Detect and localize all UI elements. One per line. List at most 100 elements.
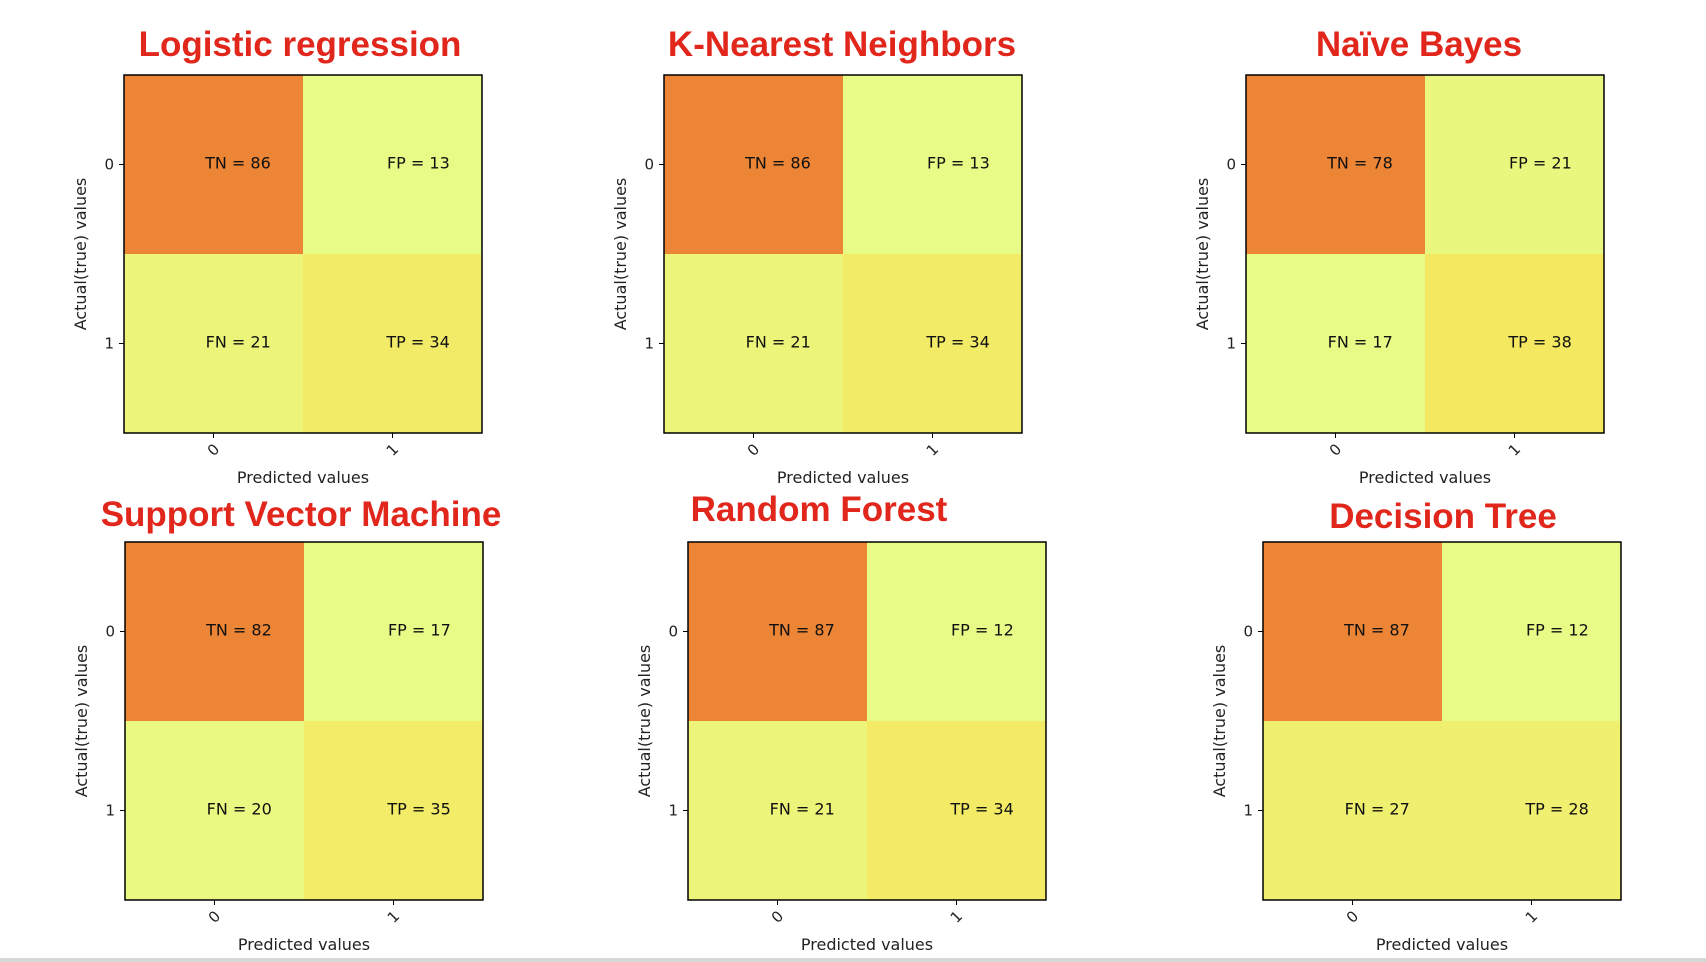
- matrix-cell: [664, 75, 843, 254]
- chart-title: Decision Tree: [1329, 497, 1557, 536]
- y-tick-label: 0: [1243, 623, 1253, 641]
- matrix-cell: [1263, 542, 1442, 721]
- matrix-cell: [1246, 75, 1425, 254]
- x-axis-label: Predicted values: [1359, 468, 1491, 487]
- x-tick-label: 0: [1343, 907, 1362, 926]
- chart-title: Naïve Bayes: [1316, 25, 1522, 64]
- y-axis-label: Actual(true) values: [611, 178, 630, 331]
- x-axis-label: Predicted values: [801, 935, 933, 954]
- matrix-cell: [303, 75, 482, 254]
- x-tick-label: 0: [1326, 440, 1345, 459]
- y-axis-label: Actual(true) values: [635, 645, 654, 798]
- x-axis-label: Predicted values: [777, 468, 909, 487]
- matrix-cell: [1425, 254, 1604, 433]
- y-tick-label: 0: [644, 156, 654, 174]
- cell-label: TP = 35: [386, 800, 450, 819]
- y-tick-label: 0: [668, 623, 678, 641]
- matrix-cell: [867, 542, 1046, 721]
- y-tick-label: 1: [1243, 802, 1253, 820]
- x-tick-label: 1: [384, 907, 403, 926]
- matrix-cell: [124, 254, 303, 433]
- matrix-cell: [843, 75, 1022, 254]
- y-tick-label: 0: [1226, 156, 1236, 174]
- chart-title: Support Vector Machine: [101, 495, 502, 534]
- cell-label: FN = 27: [1345, 800, 1410, 819]
- y-tick-label: 1: [668, 802, 678, 820]
- matrix-cell: [1263, 721, 1442, 900]
- y-axis-label: Actual(true) values: [72, 645, 91, 798]
- y-tick-label: 0: [104, 156, 114, 174]
- matrix-cell: [688, 542, 867, 721]
- cell-label: FP = 12: [1526, 621, 1589, 640]
- cell-label: TN = 87: [1343, 621, 1410, 640]
- cell-label: FP = 13: [387, 154, 450, 173]
- x-axis-label: Predicted values: [238, 935, 370, 954]
- y-tick-label: 1: [105, 802, 115, 820]
- x-axis-label: Predicted values: [1376, 935, 1508, 954]
- cell-label: TN = 78: [1326, 154, 1393, 173]
- x-tick-label: 1: [1505, 440, 1524, 459]
- confusion-matrix-5: Random Forest TN = 87 FP = 12 FN = 21 TP = 3…: [635, 490, 1047, 954]
- cell-label: FN = 21: [206, 333, 271, 352]
- x-tick-label: 0: [744, 440, 763, 459]
- cell-label: TP = 34: [925, 333, 989, 352]
- matrix-cell: [303, 254, 482, 433]
- matrix-cell: [125, 721, 304, 900]
- chart-title: K-Nearest Neighbors: [668, 25, 1016, 64]
- matrix-cell: [1246, 254, 1425, 433]
- cell-label: FP = 12: [951, 621, 1014, 640]
- chart-title: Random Forest: [691, 490, 948, 529]
- confusion-matrix-2: K-Nearest Neighbors TN = 86 FP = 13 FN = 21…: [611, 25, 1023, 487]
- plot-frame: [1245, 74, 1605, 434]
- x-tick-label: 0: [768, 907, 787, 926]
- cell-label: TN = 87: [768, 621, 835, 640]
- y-tick-label: 1: [1226, 335, 1236, 353]
- matrix-cell: [125, 542, 304, 721]
- matrix-cell: [124, 75, 303, 254]
- confusion-matrix-6: Decision Tree TN = 87 FP = 12 FN = 27 TP = 2…: [1210, 497, 1622, 954]
- plot-frame: [1262, 541, 1622, 901]
- cell-label: FN = 20: [207, 800, 272, 819]
- matrix-cell: [688, 721, 867, 900]
- cell-label: TP = 28: [1524, 800, 1588, 819]
- matrix-cell: [867, 721, 1046, 900]
- plot-frame: [663, 74, 1023, 434]
- cell-label: FP = 21: [1509, 154, 1572, 173]
- plot-frame: [124, 541, 484, 901]
- matrix-cell: [304, 721, 483, 900]
- cell-label: TP = 34: [949, 800, 1013, 819]
- x-axis-label: Predicted values: [237, 468, 369, 487]
- cell-label: TN = 86: [744, 154, 811, 173]
- confusion-matrix-4: Support Vector Machine TN = 82 FP = 17 FN =…: [72, 495, 501, 954]
- cell-label: TP = 34: [385, 333, 449, 352]
- matrix-cell: [664, 254, 843, 433]
- cell-label: TP = 38: [1507, 333, 1571, 352]
- cell-label: FN = 21: [770, 800, 835, 819]
- y-axis-label: Actual(true) values: [71, 178, 90, 331]
- y-axis-label: Actual(true) values: [1210, 645, 1229, 798]
- x-tick-label: 1: [383, 440, 402, 459]
- cell-label: FN = 17: [1328, 333, 1393, 352]
- plot-frame: [687, 541, 1047, 901]
- matrix-cell: [1442, 542, 1621, 721]
- matrix-cell: [1442, 721, 1621, 900]
- cell-label: FN = 21: [746, 333, 811, 352]
- cell-label: FP = 17: [388, 621, 451, 640]
- confusion-matrix-3: Naïve Bayes TN = 78 FP = 21 FN = 17 TP = 38 0…: [1193, 25, 1605, 487]
- chart-title: Logistic regression: [139, 25, 462, 64]
- matrix-cell: [843, 254, 1022, 433]
- x-tick-label: 1: [1522, 907, 1541, 926]
- x-tick-label: 0: [205, 907, 224, 926]
- y-tick-label: 1: [644, 335, 654, 353]
- x-tick-label: 0: [204, 440, 223, 459]
- plot-frame: [123, 74, 483, 434]
- y-tick-label: 0: [105, 623, 115, 641]
- y-axis-label: Actual(true) values: [1193, 178, 1212, 331]
- bottom-divider: [0, 958, 1706, 962]
- y-tick-label: 1: [104, 335, 114, 353]
- cell-label: TN = 86: [204, 154, 271, 173]
- x-tick-label: 1: [923, 440, 942, 459]
- cell-label: TN = 82: [205, 621, 272, 640]
- x-tick-label: 1: [947, 907, 966, 926]
